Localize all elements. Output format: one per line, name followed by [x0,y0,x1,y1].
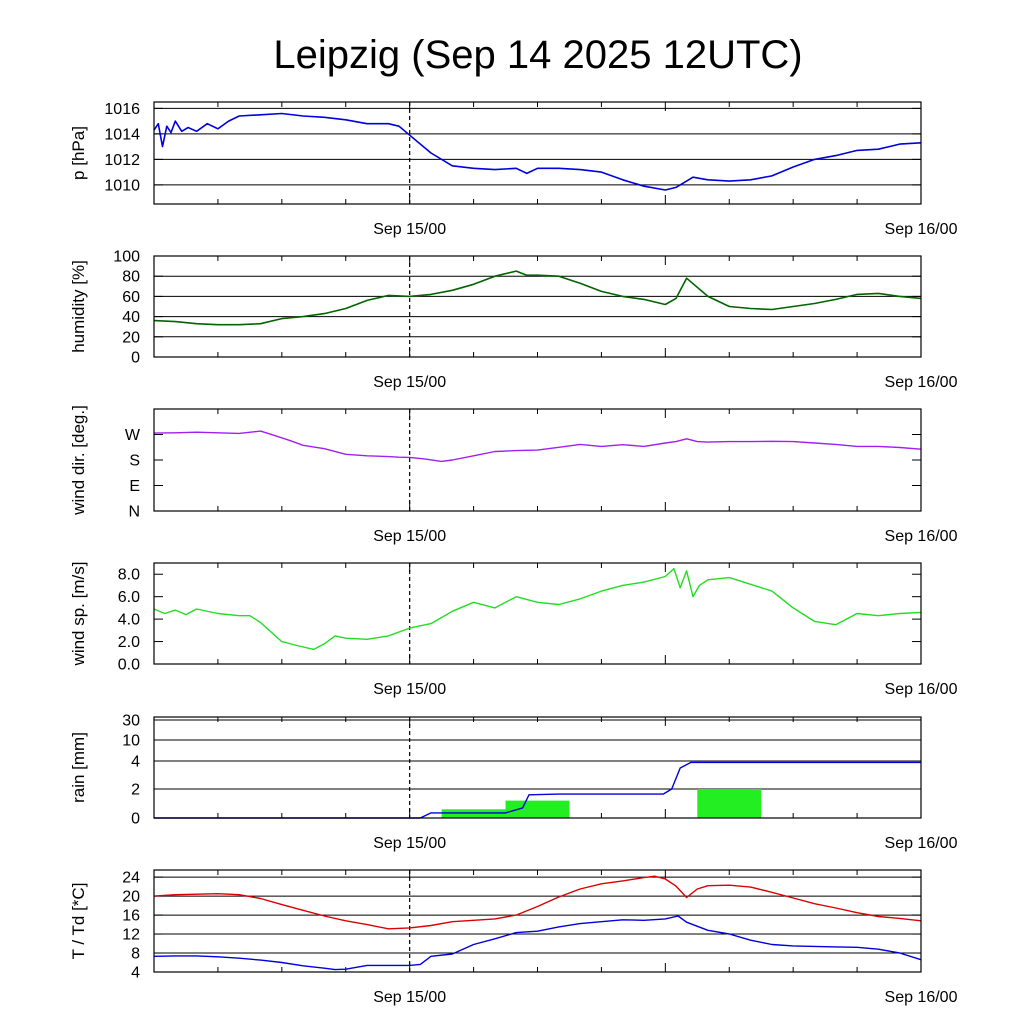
y-tick-label: 4.0 [118,612,140,629]
y-tick-label: 40 [122,309,140,326]
panel-rain: 0 2 4 10 30 Sep 15/00 Sep 16/00 rain [mm] [69,713,958,853]
x-tick-label: Sep 16/00 [885,528,958,545]
y-tick-label: 100 [113,249,140,266]
y-axis-label: humidity [%] [69,260,88,353]
series-line-t [153,875,922,930]
plot-frame [153,869,922,973]
y-tick-label: N [128,504,140,521]
x-tick-label: Sep 16/00 [885,681,958,698]
series-line-td [153,915,922,971]
series-line-cumulative-rain [154,761,921,819]
panel-wind_speed: 0.0 2.0 4.0 6.0 8.0 Sep 15/00 Sep 16/00 wind sp… [69,562,958,698]
series-line-humidity [153,270,922,326]
plot-frame [153,408,922,512]
y-tick-label: 10 [122,733,140,750]
y-tick-label: 0 [131,350,140,367]
panel-temperature: 4 8 12 16 20 24 Sep 15/00 Sep 16/00 T / Td [*C] [69,869,958,1006]
y-tick-label: 2 [131,782,140,799]
y-tick-label: 1016 [104,101,140,118]
y-tick-label: 2.0 [118,634,140,651]
y-tick-label: 8.0 [118,567,140,584]
y-tick-label: 12 [122,927,140,944]
y-tick-label: 6.0 [118,589,140,606]
plot-frame [153,101,922,205]
rain-bar [441,809,506,818]
y-tick-label: 60 [122,289,140,306]
x-tick-label: Sep 15/00 [373,835,446,852]
panel-humidity: 0 20 40 60 80 100 Sep 15/00 Sep 16/00 humidity [… [69,249,958,392]
y-tick-label: E [129,478,140,495]
x-tick-label: Sep 16/00 [885,989,958,1006]
y-axis-label: wind sp. [m/s] [69,562,88,667]
y-tick-label: 20 [122,889,140,906]
series-line-pressure [153,112,922,191]
plot-frame [153,255,922,358]
x-tick-label: Sep 16/00 [885,374,958,391]
y-tick-label: 16 [122,908,140,925]
y-tick-label: 0 [131,811,140,828]
x-tick-label: Sep 16/00 [885,835,958,852]
y-axis-label: T / Td [*C] [69,883,88,960]
x-tick-label: Sep 15/00 [373,989,446,1006]
x-tick-label: Sep 15/00 [373,374,446,391]
y-tick-label: 1010 [104,177,140,194]
y-tick-label: W [125,427,141,444]
y-tick-label: 0.0 [118,657,140,674]
y-tick-label: 4 [131,754,140,771]
y-tick-label: S [129,453,140,470]
chart-title: Leipzig (Sep 14 2025 12UTC) [273,33,802,77]
y-tick-label: 8 [131,946,140,963]
y-tick-label: 24 [122,870,140,887]
plot-frame [153,716,922,819]
plot-frame [153,562,922,665]
rain-bar [697,789,762,818]
y-tick-label: 20 [122,329,140,346]
y-axis-label: rain [mm] [69,732,88,803]
rain-bar [505,800,570,818]
panel-pressure: 1010 1012 1014 1016 Sep 15/00 Sep 16/00 p [hPa… [69,101,958,238]
y-tick-label: 30 [122,713,140,730]
y-tick-label: 80 [122,269,140,286]
y-tick-label: 1012 [104,152,140,169]
y-axis-label: wind dir. [deg.] [69,405,88,516]
y-axis-label: p [hPa] [69,126,88,180]
series-line-wind-speed [153,567,922,651]
series-line-wind-direction [153,430,922,463]
y-tick-label: 1014 [104,126,140,143]
y-tick-label: 4 [131,965,140,982]
x-tick-label: Sep 15/00 [373,221,446,238]
x-tick-label: Sep 15/00 [373,528,446,545]
x-tick-label: Sep 15/00 [373,681,446,698]
x-tick-label: Sep 16/00 [885,221,958,238]
